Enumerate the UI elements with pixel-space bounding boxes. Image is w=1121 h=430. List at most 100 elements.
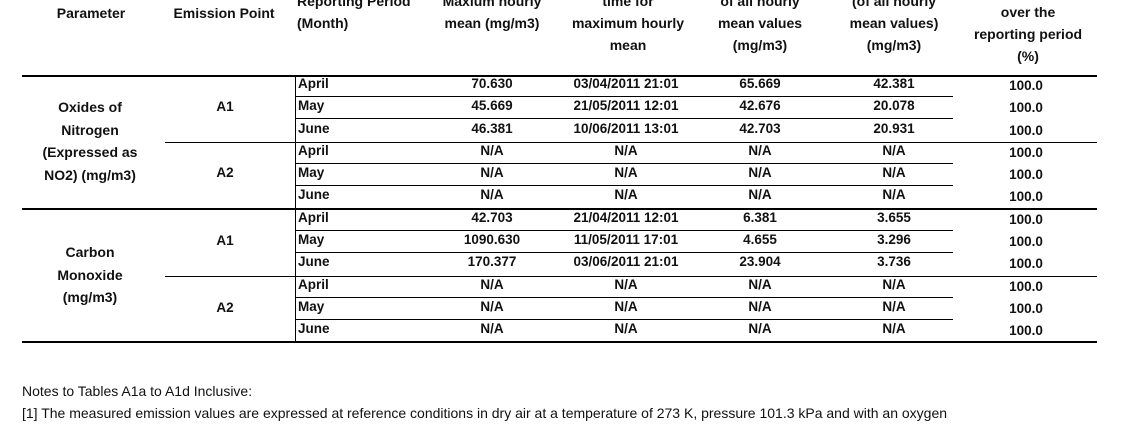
cell-max: 45.669 — [471, 98, 513, 113]
parameter-label-co: Carbon Monoxide (mg/m3) — [57, 244, 123, 305]
cell-max: 170.377 — [467, 254, 517, 269]
cell-pct: 100.0 — [1009, 256, 1043, 271]
cell-mean: N/A — [748, 165, 772, 180]
cell-month: June — [298, 121, 330, 136]
cell-pct: 100.0 — [1009, 123, 1043, 138]
cell-time: N/A — [614, 277, 638, 292]
header-mean-all: of all hourly mean values (mg/m3) — [717, 0, 803, 53]
cell-month: May — [298, 165, 325, 180]
parameter-label-nox: Oxides of Nitrogen (Expressed as NO2) (m… — [42, 99, 138, 183]
cell-mean: 42.703 — [739, 121, 781, 136]
cell-pct: 100.0 — [1009, 279, 1043, 294]
cell-pct: 100.0 — [1009, 145, 1043, 160]
cell-mean: 23.904 — [739, 254, 781, 269]
cell-time: 11/05/2011 17:01 — [573, 232, 679, 247]
cell-mean: N/A — [748, 143, 772, 158]
cell-max: N/A — [480, 187, 504, 202]
row-line — [296, 96, 953, 97]
cell-month: May — [298, 98, 325, 113]
header-max-hourly: Maxium hourly mean (mg/m3) — [442, 0, 542, 31]
emission-point-label: A2 — [216, 165, 234, 180]
cell-pct: 100.0 — [1009, 301, 1043, 316]
cell-other: 20.931 — [873, 121, 915, 136]
header-reporting-period: Reporting Period (Month) — [297, 0, 411, 31]
row-line — [296, 297, 953, 298]
cell-pct: 100.0 — [1009, 189, 1043, 204]
cell-max: N/A — [480, 299, 504, 314]
cell-mean: 4.655 — [743, 232, 777, 247]
cell-pct: 100.0 — [1009, 167, 1043, 182]
cell-time: N/A — [614, 165, 638, 180]
cell-mean: N/A — [748, 321, 772, 336]
cell-time: N/A — [614, 299, 638, 314]
cell-mean: 42.676 — [739, 98, 781, 113]
cell-max: 1090.630 — [463, 232, 521, 247]
emission-point-label: A2 — [216, 300, 234, 315]
cell-month: April — [298, 210, 329, 225]
cell-mean: N/A — [748, 277, 772, 292]
cell-max: 70.630 — [471, 76, 513, 91]
table-bottom-rule — [22, 341, 1097, 343]
row-line — [296, 230, 953, 231]
header-over-period: over the reporting period (%) — [973, 4, 1083, 64]
emission-point-label: A1 — [216, 233, 234, 248]
cell-month: April — [298, 277, 329, 292]
cell-time: 03/06/2011 21:01 — [573, 254, 679, 269]
cell-month: June — [298, 321, 330, 336]
cell-mean: N/A — [748, 299, 772, 314]
cell-month: April — [298, 76, 329, 91]
table-header: Parameter Emission Point Reporting Perio… — [0, 0, 1121, 74]
cell-time: 21/05/2011 12:01 — [573, 98, 679, 113]
row-line — [296, 319, 953, 320]
header-of-all: (of all hourly mean values) (mg/m3) — [849, 0, 939, 53]
header-rule — [22, 75, 1097, 77]
cell-pct: 100.0 — [1009, 212, 1043, 227]
emission-point-label: A1 — [216, 99, 234, 114]
cell-other: 3.655 — [877, 210, 911, 225]
cell-other: N/A — [882, 321, 906, 336]
header-parameter: Parameter — [56, 5, 126, 21]
row-line — [296, 252, 953, 253]
cell-month: June — [298, 254, 330, 269]
cell-max: N/A — [480, 165, 504, 180]
column-divider — [295, 75, 296, 343]
cell-mean: 65.669 — [739, 76, 781, 91]
row-line — [296, 163, 953, 164]
header-emission-point: Emission Point — [173, 5, 275, 21]
row-line — [296, 118, 953, 119]
cell-time: 10/06/2011 13:01 — [573, 121, 679, 136]
cell-month: April — [298, 143, 329, 158]
cell-mean: 6.381 — [743, 210, 777, 225]
cell-mean: N/A — [748, 187, 772, 202]
cell-other: N/A — [882, 299, 906, 314]
cell-other: 42.381 — [873, 76, 915, 91]
point-separator — [165, 142, 1097, 143]
cell-pct: 100.0 — [1009, 323, 1043, 338]
cell-max: N/A — [480, 277, 504, 292]
cell-time: N/A — [614, 321, 638, 336]
cell-time: 21/04/2011 12:01 — [573, 210, 679, 225]
cell-other: N/A — [882, 165, 906, 180]
cell-max: 46.381 — [471, 121, 513, 136]
cell-month: May — [298, 232, 325, 247]
notes-title: Notes to Tables A1a to A1d Inclusive: — [22, 383, 253, 399]
cell-pct: 100.0 — [1009, 100, 1043, 115]
cell-other: N/A — [882, 143, 906, 158]
cell-max: N/A — [480, 321, 504, 336]
cell-other: 3.736 — [877, 254, 911, 269]
cell-other: 3.296 — [877, 232, 911, 247]
cell-pct: 100.0 — [1009, 78, 1043, 93]
cell-time: N/A — [614, 187, 638, 202]
cell-max: 42.703 — [471, 210, 513, 225]
cell-other: 20.078 — [873, 98, 915, 113]
header-time-max: time for maximum hourly mean — [571, 0, 685, 53]
cell-time: 03/04/2011 21:01 — [573, 76, 679, 91]
cell-other: N/A — [882, 277, 906, 292]
cell-other: N/A — [882, 187, 906, 202]
row-line — [296, 185, 953, 186]
cell-pct: 100.0 — [1009, 234, 1043, 249]
cell-time: N/A — [614, 143, 638, 158]
cell-max: N/A — [480, 143, 504, 158]
cell-month: June — [298, 187, 330, 202]
group-divider — [22, 208, 1097, 210]
